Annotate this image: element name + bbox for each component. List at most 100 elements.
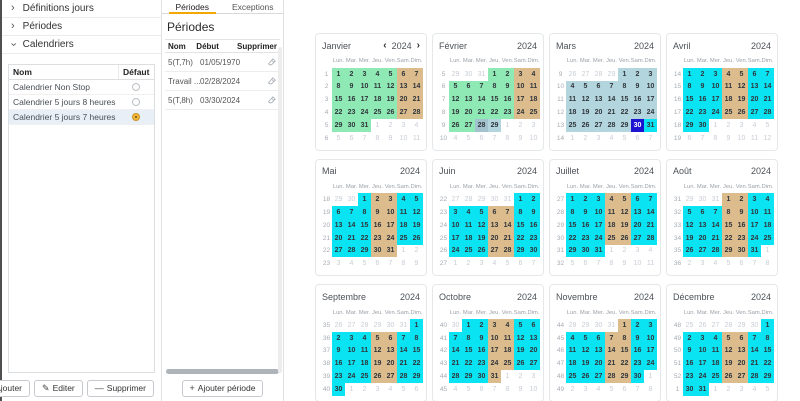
day-cell[interactable]: 4: [609, 134, 614, 142]
day-cell[interactable]: 10: [514, 80, 527, 94]
day-cell[interactable]: 18: [722, 93, 735, 107]
day-cell[interactable]: 11: [566, 344, 579, 358]
day-cell[interactable]: 14: [748, 344, 761, 358]
day-cell[interactable]: 6: [687, 134, 692, 142]
day-cell[interactable]: 23: [579, 231, 592, 245]
day-cell[interactable]: 16: [696, 93, 709, 107]
day-cell[interactable]: 28: [605, 370, 618, 383]
day-cell[interactable]: 13: [735, 344, 748, 358]
day-cell[interactable]: 29: [722, 244, 735, 258]
day-cell[interactable]: 3: [748, 193, 761, 207]
day-cell[interactable]: 25: [358, 370, 371, 383]
day-cell[interactable]: 28: [464, 196, 473, 204]
add-calendar-button[interactable]: +Ajouter: [0, 380, 31, 397]
day-cell[interactable]: 15: [722, 218, 735, 232]
day-cell[interactable]: 19: [722, 357, 735, 371]
day-cell[interactable]: 6: [332, 206, 345, 219]
day-cell[interactable]: 26: [568, 70, 577, 78]
day-cell[interactable]: 5: [410, 193, 423, 207]
day-cell[interactable]: 23: [345, 106, 358, 119]
day-cell[interactable]: 26: [698, 321, 707, 329]
day-cell[interactable]: 17: [592, 218, 605, 232]
day-cell[interactable]: 19: [579, 357, 592, 371]
day-cell[interactable]: 29: [581, 321, 590, 329]
day-cell[interactable]: 16: [735, 218, 748, 232]
day-cell[interactable]: 6: [748, 67, 761, 81]
day-cell[interactable]: 1: [514, 193, 527, 207]
day-cell[interactable]: 22: [332, 106, 345, 119]
day-cell[interactable]: 29: [566, 244, 579, 258]
day-cell[interactable]: 29: [761, 370, 774, 383]
day-cell[interactable]: 10: [737, 134, 746, 142]
day-cell[interactable]: 21: [397, 357, 410, 371]
day-cell[interactable]: 21: [644, 218, 657, 232]
day-cell[interactable]: 7: [449, 331, 462, 345]
day-cell[interactable]: 9: [579, 206, 592, 219]
day-cell[interactable]: 15: [618, 344, 631, 358]
day-cell[interactable]: 29: [334, 196, 343, 204]
day-cell[interactable]: 2: [683, 331, 696, 345]
day-cell[interactable]: 3: [531, 121, 536, 129]
day-cell[interactable]: 4: [752, 121, 757, 129]
tab-exceptions[interactable]: Exceptions: [223, 0, 284, 13]
day-cell[interactable]: 27: [347, 321, 356, 329]
day-cell[interactable]: 18: [358, 357, 371, 371]
day-cell[interactable]: 29: [607, 70, 616, 78]
day-cell[interactable]: 20: [384, 357, 397, 371]
day-cell[interactable]: 3: [644, 318, 657, 332]
day-cell[interactable]: 3: [384, 193, 397, 207]
day-cell[interactable]: 7: [492, 385, 497, 393]
period-row[interactable]: 5(T,8h) 03/30/2024: [165, 91, 280, 110]
day-cell[interactable]: 11: [709, 344, 722, 358]
day-cell[interactable]: 13: [527, 331, 540, 345]
day-cell[interactable]: 18: [397, 218, 410, 232]
day-cell[interactable]: 4: [527, 67, 540, 81]
day-cell[interactable]: 2: [371, 193, 384, 207]
day-cell[interactable]: 3: [375, 385, 380, 393]
day-cell[interactable]: 12: [384, 80, 397, 94]
day-cell[interactable]: 31: [477, 70, 486, 78]
calendar-list-row[interactable]: Calendrier 5 jours 7 heures: [9, 110, 154, 125]
day-cell[interactable]: 7: [397, 331, 410, 345]
day-cell[interactable]: 8: [358, 206, 371, 219]
eraser-delete-icon[interactable]: [267, 57, 277, 67]
day-cell[interactable]: 19: [618, 218, 631, 232]
day-cell[interactable]: 24: [514, 106, 527, 119]
day-cell[interactable]: 6: [739, 260, 744, 268]
day-cell[interactable]: 5: [622, 134, 627, 142]
day-cell[interactable]: 10: [592, 206, 605, 219]
day-cell[interactable]: 8: [683, 80, 696, 94]
day-cell[interactable]: 1: [401, 247, 406, 255]
day-cell[interactable]: 6: [518, 260, 523, 268]
day-cell[interactable]: 9: [726, 134, 731, 142]
day-cell[interactable]: 4: [453, 385, 458, 393]
day-cell[interactable]: 31: [696, 382, 709, 396]
day-cell[interactable]: 6: [488, 206, 501, 219]
day-cell[interactable]: 4: [722, 67, 735, 81]
day-cell[interactable]: 6: [592, 80, 605, 94]
period-row[interactable]: Travail ... 02/28/2024: [165, 72, 280, 91]
day-cell[interactable]: 27: [451, 196, 460, 204]
day-cell[interactable]: 29: [332, 118, 345, 132]
day-cell[interactable]: 2: [622, 247, 627, 255]
day-cell[interactable]: 12: [735, 80, 748, 94]
day-cell[interactable]: 22: [514, 231, 527, 245]
day-cell[interactable]: 21: [761, 93, 774, 107]
day-cell[interactable]: 8: [505, 134, 510, 142]
day-cell[interactable]: 2: [570, 385, 575, 393]
day-cell[interactable]: 8: [761, 331, 774, 345]
day-cell[interactable]: 28: [724, 321, 733, 329]
day-cell[interactable]: 14: [449, 344, 462, 358]
day-cell[interactable]: 3: [514, 67, 527, 81]
day-cell[interactable]: 22: [358, 231, 371, 245]
day-cell[interactable]: 10: [644, 80, 657, 94]
day-cell[interactable]: 24: [709, 106, 722, 119]
day-cell[interactable]: 15: [358, 218, 371, 232]
day-cell[interactable]: 22: [462, 357, 475, 371]
day-cell[interactable]: 5: [722, 331, 735, 345]
day-cell[interactable]: 24: [696, 370, 709, 383]
day-cell[interactable]: 8: [609, 260, 614, 268]
day-cell[interactable]: 31: [384, 244, 397, 258]
day-cell[interactable]: 2: [501, 67, 514, 81]
day-cell[interactable]: 30: [475, 370, 488, 383]
